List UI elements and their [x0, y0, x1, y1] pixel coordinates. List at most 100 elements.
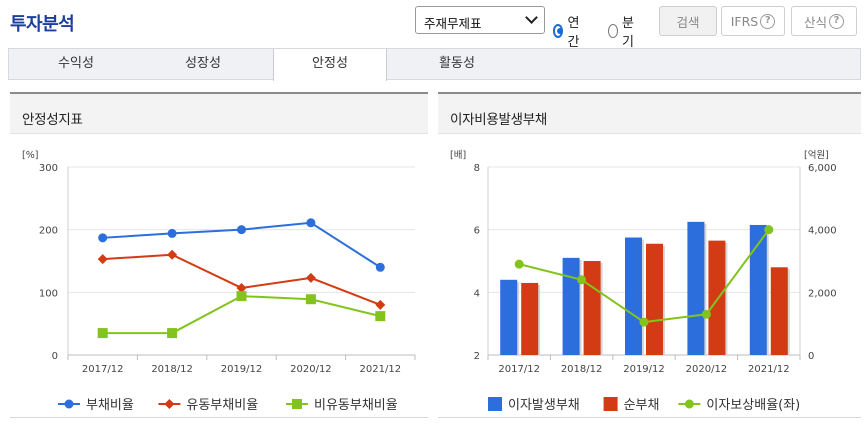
data-point [237, 225, 246, 235]
data-point [167, 228, 177, 238]
radio-annual-label: 연간 [567, 16, 580, 50]
y-tick-label-right: 6,000 [808, 163, 837, 174]
stability-chart-panel: 안정성지표 [%] 0 100 200 300 2017/12 2018/12 2019/12… [10, 92, 428, 427]
y-tick-label-right: 4,000 [808, 226, 837, 237]
bar [770, 267, 788, 355]
radio-quarter[interactable]: 분기 [608, 12, 638, 50]
data-point [577, 275, 587, 285]
data-point [639, 317, 649, 327]
y-tick-label-left: 4 [474, 288, 480, 299]
data-point [764, 225, 774, 235]
interest-debt-panel-title: 이자비용발생부채 [438, 94, 861, 134]
legend-label: 비유동부채비율 [314, 398, 398, 413]
category-tabs: 수익성 성장성 안정성 활동성 [8, 48, 861, 81]
interest-debt-combo-chart: [배] [억원] 2 0 4 2,000 6 4,000 8 6,000 2017/12 2018/1… [450, 149, 837, 413]
y-axis-unit: [%] [22, 150, 38, 161]
panel-divider [10, 417, 428, 418]
legend-marker [164, 399, 175, 409]
search-button[interactable]: 검색 [659, 6, 717, 36]
data-point [167, 249, 178, 260]
data-point [98, 233, 108, 243]
question-icon: ? [829, 13, 844, 29]
x-tick-label: 2020/12 [290, 364, 332, 375]
question-icon: ? [760, 13, 776, 29]
bar [749, 224, 767, 355]
legend-marker [64, 399, 74, 409]
data-point [97, 328, 108, 339]
x-tick-label: 2018/12 [561, 364, 603, 375]
legend-label: 이자발생부채 [508, 398, 580, 413]
y-tick-label-left: 2 [474, 351, 480, 362]
x-tick-label: 2021/12 [360, 364, 402, 375]
x-tick-label: 2017/12 [498, 364, 540, 375]
data-point [167, 328, 178, 339]
y-tick-label: 200 [39, 226, 58, 237]
bar [687, 221, 705, 355]
radio-annual[interactable]: 연간 [553, 12, 583, 50]
data-point [305, 272, 316, 283]
x-tick-label: 2017/12 [82, 364, 124, 375]
radio-quarter-label: 분기 [622, 16, 634, 50]
data-point [305, 294, 316, 305]
formula-label: 산식 [803, 14, 827, 30]
y-axis-unit-right: [억원] [804, 149, 829, 161]
y-tick-label-right: 2,000 [808, 288, 837, 299]
legend-swatch [488, 397, 502, 411]
bar [562, 257, 580, 355]
y-tick-label-left: 8 [474, 163, 480, 174]
bar [583, 261, 601, 355]
data-point [375, 299, 386, 310]
x-tick-label: 2020/12 [686, 364, 728, 375]
y-tick-label-left: 6 [474, 226, 480, 237]
bar [646, 243, 663, 355]
data-point [375, 311, 386, 322]
x-tick-label: 2018/12 [151, 364, 193, 375]
x-tick-label: 2019/12 [221, 364, 263, 375]
data-point [97, 254, 108, 265]
radio-annual-dot[interactable] [553, 24, 564, 38]
ifrs-label: IFRS [730, 13, 759, 29]
data-point [701, 309, 711, 319]
legend-marker [292, 399, 302, 409]
ifrs-help-button[interactable]: IFRS ? [721, 6, 785, 36]
y-tick-label: 100 [39, 288, 58, 299]
stability-line-chart: [%] 0 100 200 300 2017/12 2018/12 2019/12 2020/1… [22, 150, 416, 413]
panel-divider [438, 417, 861, 418]
x-tick-label: 2021/12 [748, 364, 790, 375]
stability-panel-title: 안정성지표 [10, 94, 428, 134]
y-axis-unit-left: [배] [450, 150, 466, 161]
legend-swatch [603, 397, 618, 411]
series-line [102, 295, 381, 335]
interest-debt-chart-panel: 이자비용발생부채 [배] [억원] 2 0 4 2,000 6 4,000 8 6,000 2017… [438, 92, 861, 427]
data-point [375, 262, 385, 272]
legend-label: 유동부채비율 [186, 398, 258, 413]
bar [500, 279, 518, 355]
chevron-down-icon [525, 11, 538, 24]
y-tick-label-right: 0 [808, 351, 814, 362]
tab-profitability[interactable]: 수익성 [58, 56, 94, 71]
legend-label: 순부채 [624, 398, 660, 413]
tab-activity[interactable]: 활동성 [439, 56, 475, 71]
x-tick-label: 2019/12 [623, 364, 665, 375]
data-point [514, 259, 524, 269]
bar [708, 240, 726, 355]
data-point [236, 282, 247, 293]
tab-growth[interactable]: 성장성 [185, 56, 221, 71]
statement-type-select[interactable]: 주재무제표 [415, 6, 545, 34]
legend-marker [684, 399, 694, 409]
page-title: 투자분석 [10, 14, 75, 35]
tab-stability[interactable]: 안정성 [273, 49, 387, 81]
data-point [236, 291, 247, 302]
bar [521, 282, 539, 355]
legend-label: 이자보상배율(좌) [706, 398, 800, 413]
statement-type-value: 주재무제표 [424, 16, 482, 31]
formula-help-button[interactable]: 산식 ? [791, 6, 857, 36]
y-tick-label: 300 [39, 163, 58, 174]
search-button-label: 검색 [676, 14, 700, 30]
legend-label: 부채비율 [86, 398, 134, 413]
radio-quarter-dot[interactable] [608, 24, 618, 38]
data-point [306, 218, 316, 228]
bar [625, 237, 642, 355]
y-tick-label: 0 [52, 351, 58, 362]
analysis-header: 투자분석 주재무제표 연간 분기 검색 IFRS ? 산식 ? [0, 0, 865, 50]
